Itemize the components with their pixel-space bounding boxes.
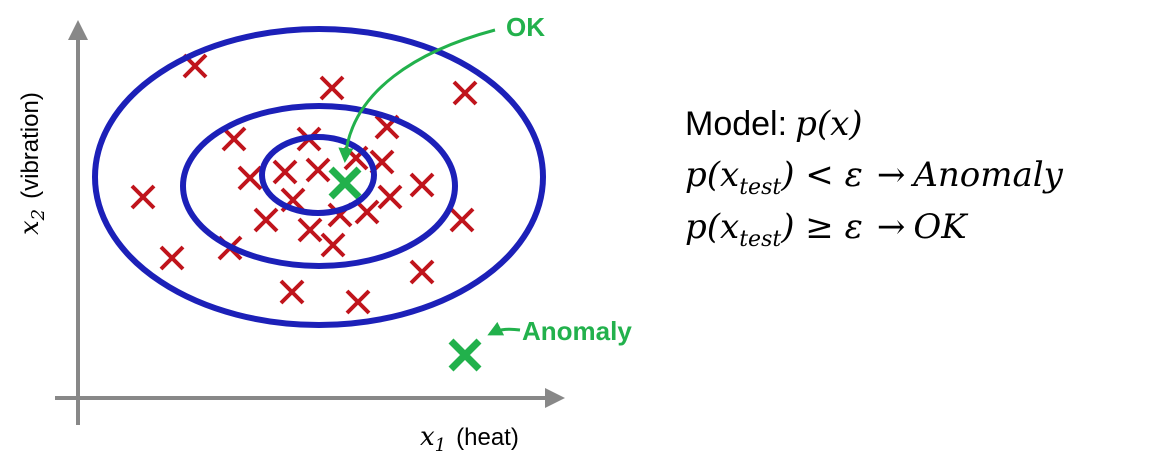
rule-suffix: ) < ε xyxy=(780,155,863,195)
contour-middle xyxy=(180,103,458,269)
y-text: (vibration) xyxy=(17,92,44,199)
sample-cross xyxy=(297,217,323,243)
y-symbol: x xyxy=(15,220,45,235)
sample-cross xyxy=(452,80,478,106)
rule-prefix: p(x xyxy=(685,207,739,247)
sample-cross xyxy=(305,157,331,183)
sample-cross xyxy=(159,245,185,271)
sample-cross xyxy=(409,259,435,285)
y-subscript: 2 xyxy=(28,209,49,221)
y-axis-label: x2 (vibration) xyxy=(15,92,49,235)
contour-outer xyxy=(92,26,546,328)
rule-arrow: → xyxy=(877,155,906,195)
sample-cross xyxy=(377,184,403,210)
sample-cross xyxy=(221,126,247,152)
rule-prefix: p(x xyxy=(685,155,739,195)
sample-cross xyxy=(253,207,279,233)
ok-cross xyxy=(328,166,362,200)
x-symbol: x xyxy=(420,422,435,452)
anomaly-label: Anomaly xyxy=(522,316,632,346)
rule-line: p(xtest) ≥ ε → OK xyxy=(685,207,969,252)
x-subscript: 1 xyxy=(435,435,446,456)
model-line: Model: p(x) xyxy=(685,104,863,144)
ok-arrow xyxy=(338,28,496,163)
sample-cross xyxy=(319,75,345,101)
rule-line: p(xtest) < ε → Anomaly xyxy=(685,155,1064,200)
rule-result: Anomaly xyxy=(910,155,1063,195)
sample-cross xyxy=(272,159,298,185)
sample-cross xyxy=(354,199,380,225)
contour-inner xyxy=(259,134,377,216)
x-axis-label: x1 (heat) xyxy=(420,422,519,456)
sample-cross xyxy=(237,165,263,191)
anomaly-cross xyxy=(448,338,482,372)
anomaly-arrow xyxy=(487,321,521,336)
sample-cross xyxy=(279,279,305,305)
ok-label: OK xyxy=(506,12,545,42)
sample-cross xyxy=(320,232,346,258)
sample-cross xyxy=(449,207,475,233)
model-formula: p(x) xyxy=(795,104,862,144)
rule-subscript: test xyxy=(739,175,781,200)
sample-cross xyxy=(130,184,156,210)
sample-cross xyxy=(345,289,371,315)
rule-suffix: ) ≥ ε xyxy=(780,207,863,247)
rule-result: OK xyxy=(913,207,969,247)
rule-subscript: test xyxy=(739,227,781,252)
sample-cross xyxy=(409,172,435,198)
model-label: Model: xyxy=(685,105,787,143)
x-text: (heat) xyxy=(456,424,519,451)
marks xyxy=(130,53,482,372)
rule-arrow: → xyxy=(877,207,906,247)
